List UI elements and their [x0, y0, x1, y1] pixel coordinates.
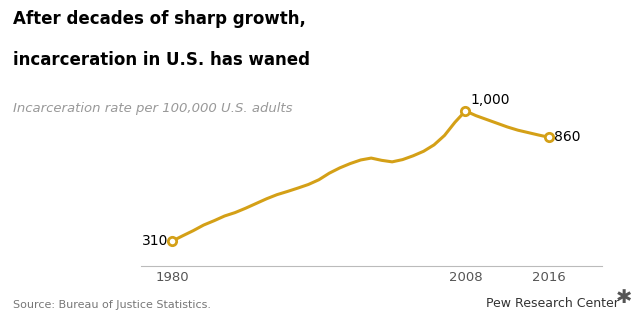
Text: 310: 310	[141, 234, 168, 248]
Text: ✱: ✱	[616, 288, 632, 307]
Text: incarceration in U.S. has waned: incarceration in U.S. has waned	[13, 51, 310, 69]
Text: Incarceration rate per 100,000 U.S. adults: Incarceration rate per 100,000 U.S. adul…	[13, 102, 292, 116]
Text: Pew Research Center: Pew Research Center	[486, 297, 620, 310]
Text: After decades of sharp growth,: After decades of sharp growth,	[13, 10, 306, 28]
Text: 860: 860	[554, 130, 581, 144]
Text: 1,000: 1,000	[470, 93, 510, 107]
Text: Source: Bureau of Justice Statistics.: Source: Bureau of Justice Statistics.	[13, 300, 211, 310]
